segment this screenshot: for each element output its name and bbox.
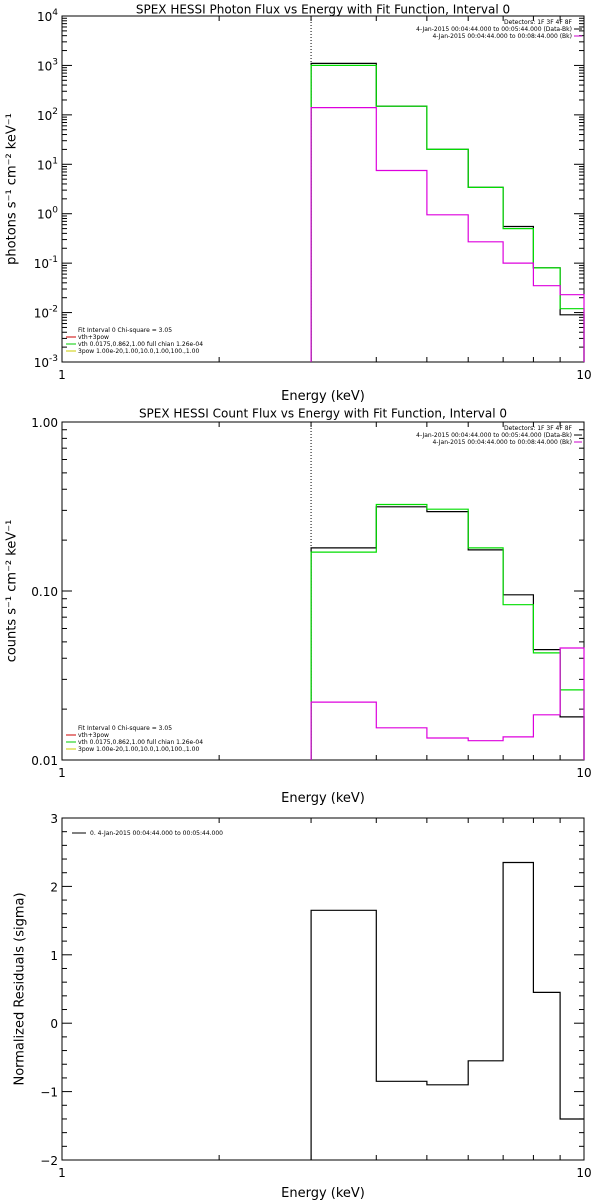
- fit-legend-line: 3pow 1.00e-20,1.00,10.0,1.00,100.,1.00: [78, 746, 199, 753]
- chart-title: SPEX HESSI Photon Flux vs Energy with Fi…: [136, 3, 510, 17]
- y-tick-label: 0.10: [31, 585, 58, 599]
- y-tick-label: 3: [50, 812, 58, 826]
- legend-label: 0. 4-Jan-2015 00:04:44.000 to 00:05:44.0…: [90, 830, 223, 837]
- fit-legend-line: vth+3pow: [78, 732, 109, 739]
- y-tick-label: 10-3: [34, 354, 58, 370]
- plot-frame: [61, 15, 585, 363]
- y-tick-label: −1: [40, 1086, 58, 1100]
- fit-legend-line: 3pow 1.00e-20,1.00,10.0,1.00,100.,1.00: [78, 348, 199, 355]
- y-tick-label: 2: [50, 880, 58, 894]
- plot-frame: [61, 421, 585, 761]
- y-tick-label: 0.01: [31, 754, 58, 768]
- x-axis-label: Energy (keV): [281, 1186, 365, 1200]
- header-line: Detectors: 1F 3F 4F 8F: [504, 425, 573, 432]
- series-line-2: [310, 64, 585, 362]
- y-tick-label: 1.00: [31, 416, 58, 430]
- header-line: 4-Jan-2015 00:04:44.000 to 00:08:44.000 …: [432, 439, 572, 446]
- y-tick-label: 1: [50, 949, 58, 963]
- y-axis-label: photons s⁻¹ cm⁻² keV⁻¹: [5, 113, 20, 265]
- y-tick-label: 103: [37, 57, 58, 73]
- x-tick-label: 10: [576, 368, 591, 382]
- chart-panel-2: SPEX HESSI Count Flux vs Energy with Fit…: [5, 407, 592, 807]
- chart-panel-3: Energy (keV) Normalized Residuals (sigma)…: [13, 812, 592, 1200]
- header-line: Detectors: 1F 3F 4F 8F: [504, 19, 573, 26]
- series-line-3: [310, 647, 585, 760]
- series-line-1: [310, 861, 584, 1160]
- y-tick-label: −2: [40, 1154, 58, 1168]
- y-axis-label: counts s⁻¹ cm⁻² keV⁻¹: [5, 520, 20, 663]
- y-tick-label: 0: [50, 1017, 58, 1031]
- fit-legend-line: vth+3pow: [78, 334, 109, 341]
- x-tick-label: 10: [576, 1166, 591, 1180]
- x-tick-label: 1: [58, 766, 66, 780]
- fit-legend-line: vth 0.0175,0.862,1.00 full chian 1.26e-0…: [78, 341, 203, 348]
- series-line-3: [310, 107, 585, 362]
- x-axis-label: Energy (keV): [281, 389, 365, 404]
- x-tick-label: 1: [58, 1166, 66, 1180]
- x-tick-label: 10: [576, 766, 591, 780]
- chart-panel-1: SPEX HESSI Photon Flux vs Energy with Fi…: [5, 3, 592, 405]
- y-tick-label: 101: [37, 156, 58, 172]
- y-tick-label: 104: [37, 8, 58, 24]
- header-line: 4-Jan-2015 00:04:44.000 to 00:05:44.000 …: [416, 432, 572, 439]
- fit-legend-line: vth 0.0175,0.862,1.00 full chian 1.26e-0…: [78, 739, 203, 746]
- header-line: 4-Jan-2015 00:04:44.000 to 00:05:44.000 …: [416, 26, 572, 33]
- series-line-2: [310, 503, 585, 760]
- header-line: 4-Jan-2015 00:04:44.000 to 00:08:44.000 …: [432, 33, 572, 40]
- x-tick-label: 1: [58, 368, 66, 382]
- y-tick-label: 10-1: [34, 255, 58, 271]
- y-tick-label: 10-2: [34, 305, 58, 321]
- y-tick-label: 102: [37, 107, 58, 123]
- fit-legend-line: Fit Interval 0 Chi-square = 3.05: [78, 725, 172, 732]
- plot-frame: [61, 817, 585, 1161]
- y-axis-label: Normalized Residuals (sigma): [13, 892, 28, 1085]
- x-axis-label: Energy (keV): [281, 791, 365, 806]
- chart-title: SPEX HESSI Count Flux vs Energy with Fit…: [139, 407, 507, 421]
- fit-legend-line: Fit Interval 0 Chi-square = 3.05: [78, 327, 172, 334]
- y-tick-label: 100: [37, 206, 58, 222]
- series-line-1: [310, 506, 585, 760]
